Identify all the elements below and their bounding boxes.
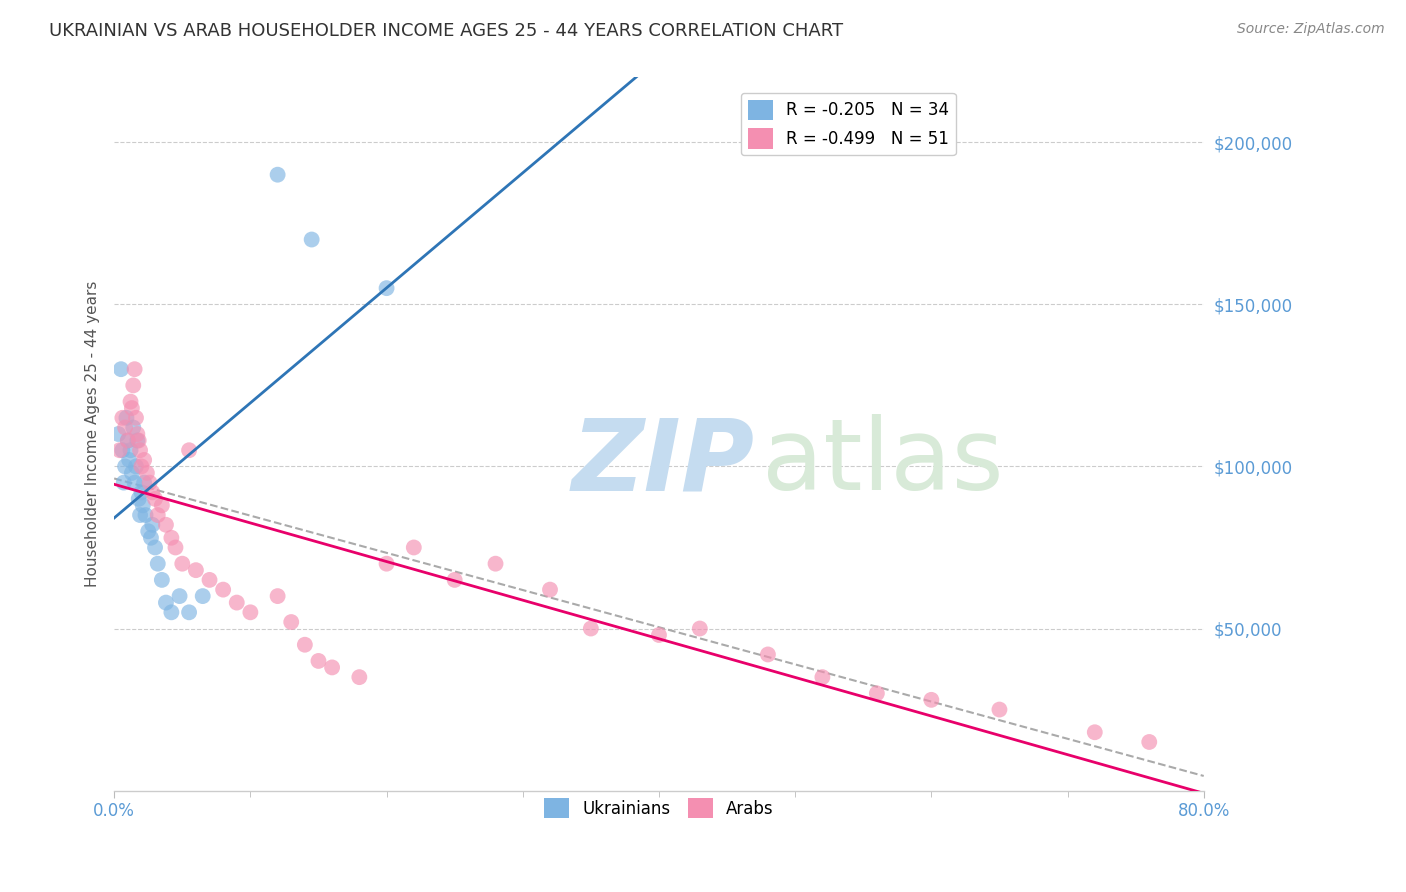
Legend: Ukrainians, Arabs: Ukrainians, Arabs	[537, 791, 780, 825]
Point	[114, 459, 136, 474]
Point	[124, 475, 146, 490]
Point	[177, 443, 200, 458]
Point	[117, 434, 139, 448]
Point	[134, 508, 156, 522]
Point	[308, 654, 330, 668]
Point	[143, 491, 166, 506]
Point	[127, 434, 149, 448]
Point	[121, 401, 143, 415]
Point	[121, 466, 143, 480]
Point	[266, 589, 288, 603]
Point	[811, 670, 834, 684]
Text: Source: ZipAtlas.com: Source: ZipAtlas.com	[1237, 22, 1385, 37]
Point	[129, 508, 152, 522]
Point	[266, 168, 288, 182]
Point	[134, 453, 156, 467]
Point	[538, 582, 561, 597]
Point	[128, 434, 150, 448]
Point	[143, 541, 166, 555]
Point	[110, 362, 132, 376]
Point	[225, 596, 247, 610]
Point	[155, 596, 177, 610]
Point	[1084, 725, 1107, 739]
Point	[139, 531, 162, 545]
Point	[122, 420, 145, 434]
Point	[125, 410, 148, 425]
Point	[128, 491, 150, 506]
Point	[579, 622, 602, 636]
Point	[125, 459, 148, 474]
Point	[375, 281, 398, 295]
Point	[689, 622, 711, 636]
Point	[1137, 735, 1160, 749]
Point	[150, 499, 173, 513]
Point	[402, 541, 425, 555]
Point	[107, 427, 129, 442]
Point	[280, 615, 302, 629]
Point	[120, 394, 142, 409]
Point	[131, 485, 153, 500]
Point	[135, 466, 157, 480]
Point	[301, 233, 323, 247]
Point	[122, 378, 145, 392]
Point	[111, 443, 134, 458]
Point	[177, 605, 200, 619]
Point	[138, 475, 160, 490]
Text: ZIP: ZIP	[572, 414, 755, 511]
Point	[117, 434, 139, 448]
Point	[184, 563, 207, 577]
Text: atlas: atlas	[762, 414, 1004, 511]
Point	[375, 557, 398, 571]
Point	[134, 475, 156, 490]
Point	[443, 573, 465, 587]
Point	[129, 443, 152, 458]
Point	[115, 410, 138, 425]
Point	[141, 517, 163, 532]
Point	[756, 648, 779, 662]
Point	[155, 517, 177, 532]
Point	[136, 524, 159, 539]
Point	[648, 628, 671, 642]
Point	[172, 557, 194, 571]
Point	[146, 508, 169, 522]
Point	[160, 531, 183, 545]
Point	[150, 573, 173, 587]
Y-axis label: Householder Income Ages 25 - 44 years: Householder Income Ages 25 - 44 years	[86, 281, 100, 587]
Point	[114, 420, 136, 434]
Point	[118, 453, 141, 467]
Point	[212, 582, 235, 597]
Point	[484, 557, 506, 571]
Point	[111, 410, 134, 425]
Point	[120, 443, 142, 458]
Point	[866, 686, 889, 700]
Point	[321, 660, 343, 674]
Point	[198, 573, 221, 587]
Point	[191, 589, 214, 603]
Point	[165, 541, 187, 555]
Point	[127, 427, 149, 442]
Point	[294, 638, 316, 652]
Point	[141, 485, 163, 500]
Point	[132, 499, 155, 513]
Point	[239, 605, 262, 619]
Point	[169, 589, 191, 603]
Point	[920, 693, 942, 707]
Point	[108, 443, 131, 458]
Text: UKRAINIAN VS ARAB HOUSEHOLDER INCOME AGES 25 - 44 YEARS CORRELATION CHART: UKRAINIAN VS ARAB HOUSEHOLDER INCOME AGE…	[49, 22, 844, 40]
Point	[349, 670, 371, 684]
Point	[131, 459, 153, 474]
Point	[112, 475, 135, 490]
Point	[146, 557, 169, 571]
Point	[988, 702, 1011, 716]
Point	[160, 605, 183, 619]
Point	[124, 362, 146, 376]
